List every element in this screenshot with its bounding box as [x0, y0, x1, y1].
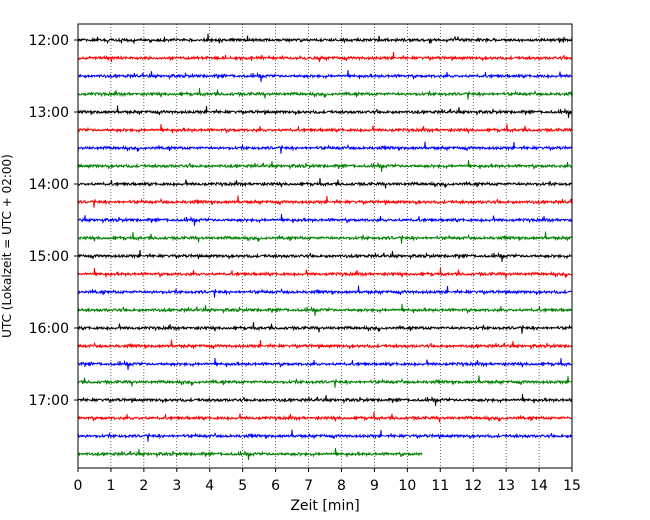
- trace-row: [77, 339, 573, 351]
- x-tick-label: 15: [563, 478, 581, 494]
- x-tick-label: 7: [304, 478, 313, 494]
- trace-row: [77, 267, 573, 279]
- x-tick-label: 8: [337, 478, 346, 494]
- x-tick-label: 5: [238, 478, 247, 494]
- trace-row: [77, 250, 573, 262]
- trace-row: [77, 88, 573, 100]
- x-tick-label: 1: [106, 478, 115, 494]
- trace-row: [77, 447, 423, 460]
- x-tick-label: 0: [74, 478, 83, 494]
- trace-row: [77, 52, 573, 63]
- x-tick-label: 2: [139, 478, 148, 494]
- trace-row: [77, 69, 572, 82]
- trace-row: [77, 322, 573, 334]
- y-tick-label: 13:00: [29, 105, 69, 121]
- trace-row: [77, 123, 573, 134]
- x-tick-label: 4: [205, 478, 214, 494]
- trace-row: [77, 105, 573, 118]
- trace-row: [77, 393, 573, 406]
- y-axis-label: UTC (Lokalzeit = UTC + 02:00): [0, 154, 14, 338]
- trace-row: [77, 141, 573, 154]
- x-tick-label: 13: [497, 478, 515, 494]
- x-tick-label: 12: [464, 478, 482, 494]
- y-axis-ticks: 12:00 13:00 14:00 15:00 16:00 17:00: [29, 33, 78, 409]
- plot-frame: [77, 23, 573, 469]
- trace-row: [77, 195, 573, 208]
- y-tick-label: 17:00: [29, 393, 69, 409]
- trace-row: [77, 33, 573, 45]
- trace-row: [77, 159, 573, 172]
- x-tick-label: 9: [370, 478, 379, 494]
- trace-row: [77, 231, 573, 244]
- trace-row: [77, 213, 573, 226]
- trace-row: [77, 375, 573, 388]
- trace-layer: [77, 33, 573, 460]
- y-tick-label: 16:00: [29, 321, 69, 337]
- trace-row: [77, 412, 573, 423]
- x-tick-label: 6: [271, 478, 280, 494]
- trace-row: [77, 303, 573, 316]
- y-tick-label: 12:00: [29, 33, 69, 49]
- y-tick-label: 15:00: [29, 249, 69, 265]
- x-tick-label: 11: [431, 478, 449, 494]
- x-axis-ticks: 0 1 2 3 4 5 6 7 8 9 10 11 12 13 14 15: [74, 468, 581, 494]
- x-tick-label: 3: [172, 478, 181, 494]
- trace-row: [77, 178, 573, 189]
- x-axis-label: Zeit [min]: [290, 498, 359, 514]
- trace-row: [77, 357, 573, 370]
- x-tick-label: 10: [398, 478, 416, 494]
- x-tick-label: 14: [530, 478, 548, 494]
- grid-layer: [110, 24, 540, 468]
- y-tick-label: 14:00: [29, 177, 69, 193]
- trace-row: [77, 429, 573, 442]
- trace-row: [77, 285, 573, 298]
